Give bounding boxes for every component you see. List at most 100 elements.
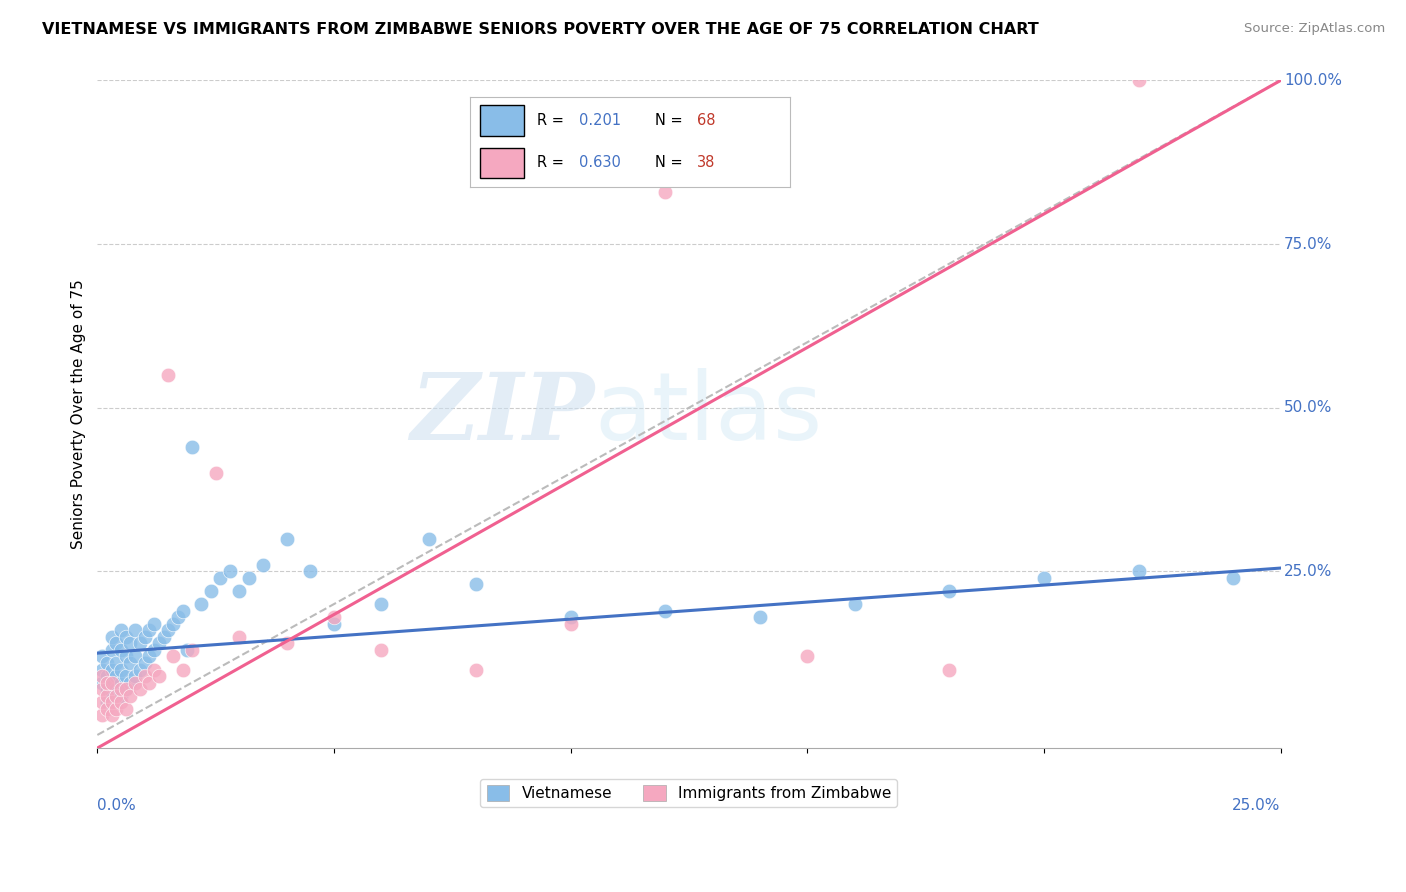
- Point: [1222, 571, 1244, 585]
- Point: [114, 649, 136, 664]
- Point: [276, 636, 298, 650]
- Point: [100, 689, 122, 703]
- Point: [105, 669, 128, 683]
- Point: [110, 675, 132, 690]
- Point: [91, 675, 114, 690]
- Point: [938, 663, 960, 677]
- Text: 75.0%: 75.0%: [1284, 236, 1333, 252]
- Point: [181, 643, 204, 657]
- Point: [238, 571, 260, 585]
- Point: [96, 689, 118, 703]
- Point: [190, 597, 212, 611]
- Point: [129, 682, 152, 697]
- Point: [110, 663, 132, 677]
- Point: [120, 656, 142, 670]
- Point: [148, 669, 170, 683]
- Point: [124, 669, 146, 683]
- Point: [143, 616, 166, 631]
- Point: [654, 604, 676, 618]
- Point: [152, 630, 174, 644]
- Point: [844, 597, 866, 611]
- Point: [200, 584, 222, 599]
- Point: [124, 624, 146, 638]
- Point: [143, 643, 166, 657]
- Point: [228, 630, 250, 644]
- Point: [114, 630, 136, 644]
- Point: [96, 669, 118, 683]
- Point: [129, 636, 152, 650]
- Point: [96, 682, 118, 697]
- Point: [796, 649, 818, 664]
- Point: [100, 630, 122, 644]
- Point: [148, 636, 170, 650]
- Point: [105, 636, 128, 650]
- Point: [114, 702, 136, 716]
- Point: [100, 675, 122, 690]
- Point: [105, 689, 128, 703]
- Point: [96, 695, 118, 709]
- Point: [162, 616, 184, 631]
- Point: [228, 584, 250, 599]
- Point: [209, 571, 232, 585]
- Point: [1128, 565, 1150, 579]
- Point: [100, 675, 122, 690]
- Point: [134, 669, 156, 683]
- Point: [120, 675, 142, 690]
- Point: [110, 624, 132, 638]
- Point: [91, 663, 114, 677]
- Point: [1032, 571, 1054, 585]
- Text: 25.0%: 25.0%: [1284, 564, 1333, 579]
- Point: [114, 669, 136, 683]
- Point: [91, 669, 114, 683]
- Point: [276, 532, 298, 546]
- Point: [465, 663, 488, 677]
- Point: [124, 675, 146, 690]
- Point: [465, 577, 488, 591]
- Point: [110, 682, 132, 697]
- Point: [1128, 73, 1150, 87]
- Point: [120, 636, 142, 650]
- Point: [938, 584, 960, 599]
- Point: [114, 682, 136, 697]
- Point: [91, 649, 114, 664]
- Y-axis label: Seniors Poverty Over the Age of 75: Seniors Poverty Over the Age of 75: [72, 279, 86, 549]
- Point: [418, 532, 440, 546]
- Point: [138, 649, 160, 664]
- Point: [105, 682, 128, 697]
- Point: [138, 624, 160, 638]
- Point: [176, 643, 198, 657]
- Text: 0.0%: 0.0%: [97, 798, 136, 814]
- Point: [96, 656, 118, 670]
- Point: [172, 604, 194, 618]
- Point: [134, 630, 156, 644]
- Point: [162, 649, 184, 664]
- Point: [138, 675, 160, 690]
- Point: [157, 624, 180, 638]
- Text: ZIP: ZIP: [411, 369, 595, 459]
- Point: [560, 610, 582, 624]
- Point: [105, 656, 128, 670]
- Point: [100, 695, 122, 709]
- Point: [218, 565, 240, 579]
- Text: VIETNAMESE VS IMMIGRANTS FROM ZIMBABWE SENIORS POVERTY OVER THE AGE OF 75 CORREL: VIETNAMESE VS IMMIGRANTS FROM ZIMBABWE S…: [42, 22, 1039, 37]
- Point: [114, 682, 136, 697]
- Point: [91, 708, 114, 723]
- Point: [370, 643, 392, 657]
- Point: [91, 682, 114, 697]
- Text: 100.0%: 100.0%: [1284, 73, 1343, 88]
- Point: [129, 663, 152, 677]
- Point: [143, 663, 166, 677]
- Point: [100, 643, 122, 657]
- Point: [100, 708, 122, 723]
- Point: [124, 649, 146, 664]
- Point: [100, 663, 122, 677]
- Point: [105, 702, 128, 716]
- Point: [134, 656, 156, 670]
- Point: [172, 663, 194, 677]
- Point: [299, 565, 322, 579]
- Point: [323, 610, 346, 624]
- Point: [252, 558, 274, 572]
- Text: 50.0%: 50.0%: [1284, 401, 1333, 415]
- Point: [166, 610, 188, 624]
- Point: [96, 675, 118, 690]
